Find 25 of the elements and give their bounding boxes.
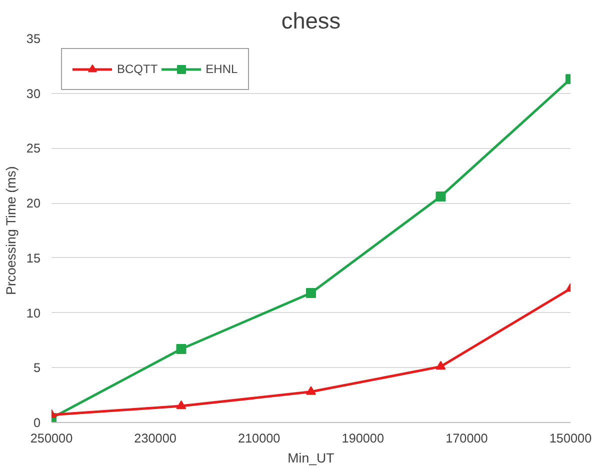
y-tick-label: 25 <box>26 142 40 156</box>
y-tick-label: 5 <box>33 361 41 376</box>
legend-label: BCQTT <box>117 62 158 76</box>
x-tick-label: 210000 <box>238 432 280 446</box>
x-tick-label: 170000 <box>446 432 488 446</box>
point <box>306 386 316 395</box>
y-tick-label: 0 <box>33 416 41 430</box>
point <box>176 400 186 410</box>
y-tick-label: 15 <box>26 251 40 266</box>
x-tick-label: 150000 <box>549 432 592 446</box>
point <box>306 288 316 298</box>
y-axis-title: Prcoessing Time (ms) <box>3 166 18 296</box>
legend-label: EHNL <box>206 62 238 76</box>
x-tick-label: 250000 <box>30 432 73 446</box>
x-tick-label: 190000 <box>342 432 384 446</box>
y-tick-label: 35 <box>26 32 40 46</box>
x-axis-title: Min_UT <box>288 450 334 466</box>
chart-title: chess <box>281 8 341 34</box>
point <box>436 360 446 370</box>
y-tick-label: 30 <box>26 86 40 101</box>
y-tick-label: 10 <box>26 306 40 320</box>
x-tick-label: 230000 <box>134 432 176 446</box>
y-tick-label: 20 <box>26 196 40 211</box>
point <box>436 191 446 202</box>
point <box>176 344 186 354</box>
